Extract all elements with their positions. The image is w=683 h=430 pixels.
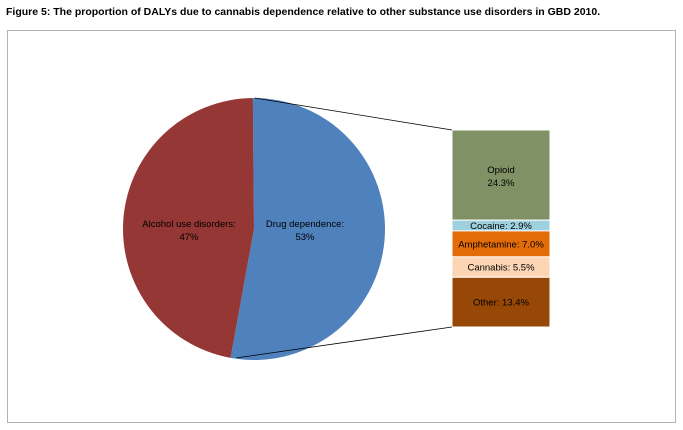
figure-title: Figure 5: The proportion of DALYs due to…	[6, 6, 601, 18]
pie-slice-drug-dependence	[230, 98, 385, 360]
connector-line-bottom	[236, 326, 453, 359]
data-label-drug-dependence-value: 53%	[295, 232, 315, 243]
bar-segment-other	[451, 276, 551, 328]
pie-slice-alcohol-use-disorders	[122, 98, 255, 358]
data-label-cocaine: Cocaine: 2.9%	[470, 221, 532, 232]
connector-line-top	[254, 97, 453, 131]
data-label-alcohol-use-disorders-value: 47%	[179, 232, 199, 243]
data-label-opioid: Opioid	[487, 165, 514, 176]
bar-segment-amphetamine	[451, 230, 551, 258]
data-label-cannabis: Cannabis: 5.5%	[467, 263, 535, 274]
data-label-opioid-value: 24.3%	[488, 178, 515, 189]
data-label-other: Other: 13.4%	[473, 298, 530, 309]
data-label-amphetamine: Amphetamine: 7.0%	[458, 239, 544, 250]
data-label-alcohol-use-disorders: Alcohol use disorders:	[142, 219, 235, 230]
data-label-drug-dependence: Drug dependence:	[266, 219, 344, 230]
